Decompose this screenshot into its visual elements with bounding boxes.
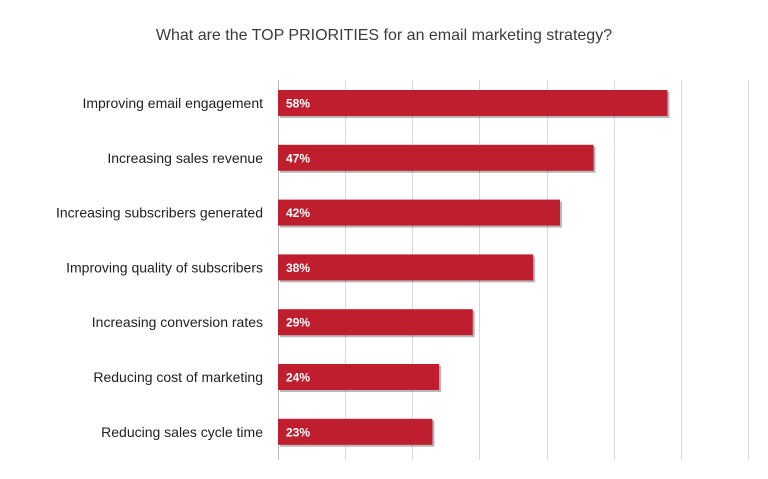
value-label: 29% <box>286 316 310 330</box>
value-label: 58% <box>286 97 310 111</box>
value-label: 24% <box>286 371 310 385</box>
category-label: Increasing conversion rates <box>92 314 263 330</box>
category-label: Improving quality of subscribers <box>66 259 263 275</box>
bar <box>278 144 594 171</box>
category-label: Improving email engagement <box>82 95 263 111</box>
value-label: 47% <box>286 151 310 165</box>
category-label: Reducing sales cycle time <box>101 424 263 440</box>
category-label: Increasing subscribers generated <box>56 205 263 221</box>
bar <box>278 364 440 390</box>
bar <box>278 418 433 445</box>
bar <box>278 309 473 336</box>
value-label: 42% <box>286 206 310 220</box>
bar <box>278 199 560 226</box>
category-label: Increasing sales revenue <box>107 150 263 166</box>
value-label: 38% <box>286 261 310 275</box>
category-label: Reducing cost of marketing <box>93 369 263 385</box>
bar <box>278 90 668 116</box>
chart-title: What are the TOP PRIORITIES for an email… <box>155 27 613 44</box>
bar <box>278 254 534 281</box>
value-label: 23% <box>286 425 310 439</box>
